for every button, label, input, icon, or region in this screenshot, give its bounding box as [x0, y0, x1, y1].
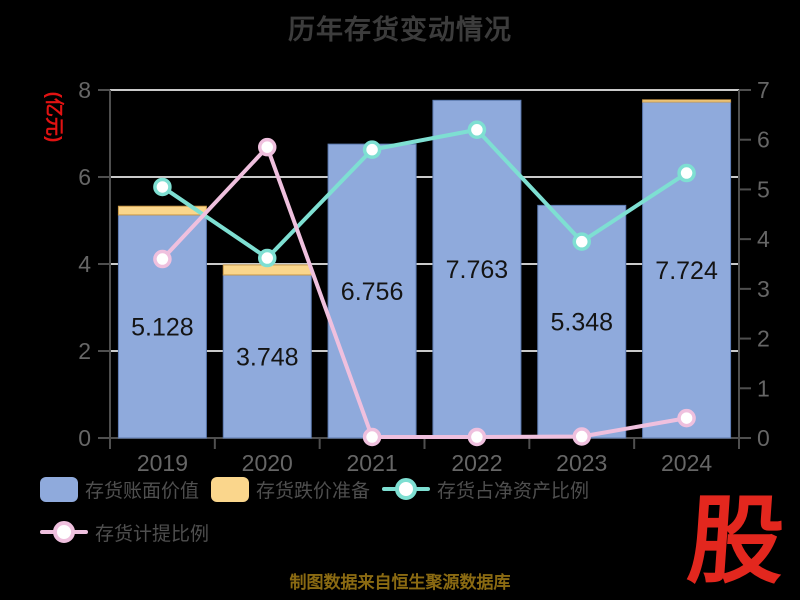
svg-text:1: 1	[757, 375, 770, 401]
legend-item-depreciation[interactable]: 存货跌价准备	[211, 476, 370, 503]
svg-text:2024: 2024	[661, 450, 712, 476]
svg-text:7: 7	[757, 77, 770, 103]
svg-text:2021: 2021	[346, 450, 397, 476]
svg-text:8: 8	[78, 77, 91, 103]
svg-text:2020: 2020	[242, 450, 293, 476]
svg-text:0: 0	[757, 425, 770, 451]
legend-label-net-asset-ratio: 存货占净资产比例	[437, 480, 590, 502]
svg-text:3: 3	[757, 276, 770, 302]
svg-text:4: 4	[78, 251, 91, 277]
svg-text:5.128: 5.128	[131, 313, 194, 341]
bar-swatch-icon	[211, 476, 250, 502]
svg-text:0: 0	[78, 425, 91, 451]
svg-text:2: 2	[757, 326, 770, 352]
legend: 存货账面价值 存货跌价准备 存货占净资产比例 存货计提比例	[40, 472, 589, 549]
legend-label-depreciation: 存货跌价准备	[256, 480, 371, 502]
svg-text:3.748: 3.748	[236, 343, 299, 371]
svg-text:4: 4	[757, 226, 770, 252]
chart-title: 历年存货变动情况	[288, 15, 512, 45]
svg-text:2023: 2023	[556, 450, 607, 476]
svg-text:7.724: 7.724	[655, 257, 718, 285]
svg-text:6.756: 6.756	[341, 278, 404, 306]
line-marker-icon	[382, 477, 431, 501]
line-marker-icon	[40, 520, 88, 544]
svg-text:5.348: 5.348	[550, 309, 613, 337]
svg-text:(亿元): (亿元)	[43, 92, 66, 143]
svg-text:2022: 2022	[451, 450, 502, 476]
legend-dot	[395, 478, 418, 500]
svg-text:2: 2	[78, 338, 91, 364]
legend-row-2: 存货计提比例	[40, 515, 589, 549]
legend-label-provision-ratio: 存货计提比例	[95, 523, 210, 545]
svg-text:2019: 2019	[137, 450, 188, 476]
svg-text:6: 6	[78, 164, 91, 190]
source-note: 制图数据来自恒生聚源数据库	[289, 573, 511, 592]
svg-text:6: 6	[757, 127, 770, 153]
legend-item-provision-ratio[interactable]: 存货计提比例	[40, 519, 209, 546]
legend-dot	[53, 521, 75, 543]
legend-label-book-value: 存货账面价值	[85, 480, 200, 502]
legend-item-book-value[interactable]: 存货账面价值	[40, 476, 199, 503]
bar-swatch-icon	[40, 476, 78, 502]
legend-row-1: 存货账面价值 存货跌价准备 存货占净资产比例	[40, 472, 589, 506]
legend-item-net-asset-ratio[interactable]: 存货占净资产比例	[382, 476, 589, 503]
svg-text:5: 5	[757, 176, 770, 202]
svg-text:7.763: 7.763	[446, 256, 509, 284]
logo-gu-stock: 股	[684, 488, 788, 595]
